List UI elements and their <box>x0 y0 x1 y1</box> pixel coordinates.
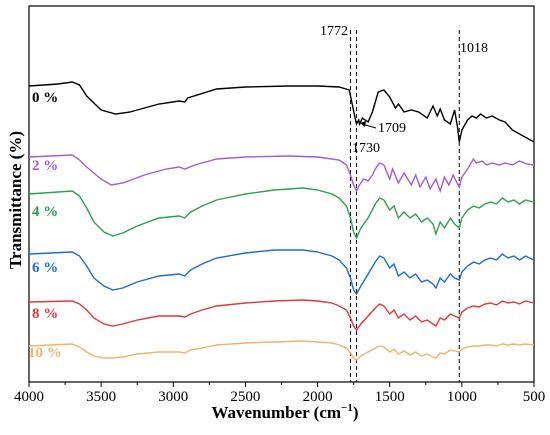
x-tick-label-5: 1500 <box>375 389 405 405</box>
series-label-1: 2 % <box>32 158 58 174</box>
series-label-0: 0 % <box>32 90 58 106</box>
x-axis-ticks: 4000 3500 3000 2500 2000 1500 1000 500 <box>14 382 545 405</box>
series-label-3: 6 % <box>32 260 58 276</box>
series-line-1 <box>28 154 535 194</box>
series-line-0 <box>28 81 535 143</box>
x-tick-label-2: 3000 <box>158 389 188 405</box>
annotation-1730: 1730 <box>352 141 380 156</box>
x-axis-title-sup: −1 <box>341 402 353 414</box>
x-axis-title-close: ) <box>353 403 359 422</box>
series-line-4 <box>28 299 535 332</box>
x-axis-title: Wavenumber (cm−1) <box>212 402 359 422</box>
annotation-1709: 1709 <box>378 121 406 136</box>
x-tick-label-4: 2000 <box>303 389 333 405</box>
annotation-arrowhead-1709 <box>360 121 366 127</box>
series-line-2 <box>28 187 535 240</box>
annotations: 1772 1730 1018 1709 <box>320 24 488 156</box>
series-label-2: 4 % <box>32 204 58 220</box>
x-axis-title-main: Wavenumber (cm <box>212 403 342 422</box>
series-layer: 0 % 2 % 4 % 6 % 8 % 10 % <box>28 81 535 361</box>
annotation-1772: 1772 <box>320 24 348 39</box>
x-tick-label-3: 2500 <box>230 389 260 405</box>
plot-frame <box>28 5 535 383</box>
x-tick-label-1: 3500 <box>86 389 116 405</box>
x-tick-label-0: 4000 <box>14 389 44 405</box>
series-line-3 <box>28 249 535 296</box>
x-tick-label-7: 500 <box>523 389 546 405</box>
y-axis-title: Transmittance (%) <box>6 131 25 269</box>
series-label-4: 8 % <box>32 306 58 322</box>
series-label-5: 10 % <box>28 345 62 361</box>
annotation-1018: 1018 <box>460 41 488 56</box>
series-line-5 <box>28 340 535 361</box>
reference-lines <box>349 30 460 382</box>
x-tick-label-6: 1000 <box>447 389 477 405</box>
